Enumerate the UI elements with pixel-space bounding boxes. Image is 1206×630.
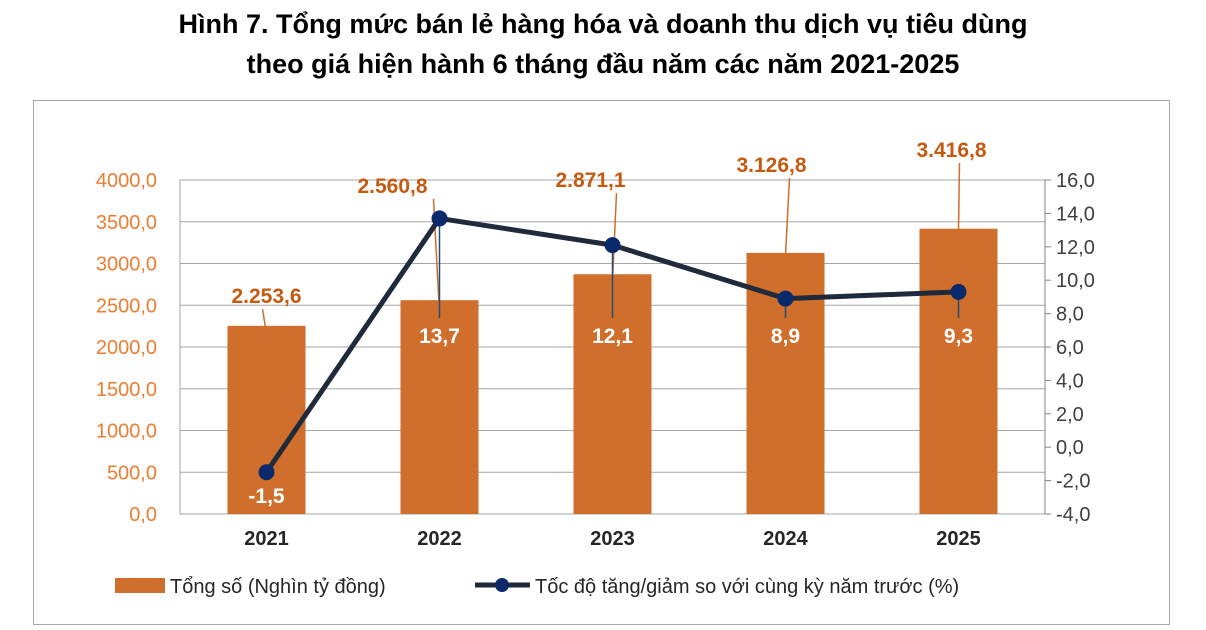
left-tick-label: 0,0 xyxy=(129,504,157,526)
left-tick-label: 1500,0 xyxy=(96,379,157,401)
right-tick-label: 12,0 xyxy=(1056,237,1095,259)
right-tick-label: 10,0 xyxy=(1056,270,1095,292)
chart-title: Hình 7. Tổng mức bán lẻ hàng hóa và doan… xyxy=(0,4,1206,84)
left-tick-label: 4000,0 xyxy=(96,170,157,192)
bar-label-leader xyxy=(957,162,961,231)
right-tick-label: 8,0 xyxy=(1056,304,1084,326)
right-tick-label: 6,0 xyxy=(1056,337,1084,359)
right-tick-label: -4,0 xyxy=(1056,504,1090,526)
left-tick-label: 1000,0 xyxy=(96,421,157,443)
chart-frame xyxy=(33,100,1170,625)
growth-marker-2022 xyxy=(431,210,448,227)
growth-marker-2024 xyxy=(777,290,794,307)
left-tick-label: 2000,0 xyxy=(96,337,157,359)
right-tick-label: 2,0 xyxy=(1056,404,1084,426)
legend-line-marker xyxy=(495,578,509,592)
line-value-label: 12,1 xyxy=(592,325,633,348)
left-tick-label: 2500,0 xyxy=(96,295,157,317)
line-value-label: 13,7 xyxy=(419,325,460,348)
right-tick-label: -2,0 xyxy=(1056,471,1090,493)
x-tick-label: 2022 xyxy=(417,528,462,550)
x-tick-label: 2025 xyxy=(936,528,981,550)
left-tick-label: 3000,0 xyxy=(96,254,157,276)
bar-value-label: 3.416,8 xyxy=(916,139,986,162)
bar-value-label: 3.126,8 xyxy=(736,154,806,177)
x-tick-label: 2024 xyxy=(763,528,808,550)
left-tick-label: 500,0 xyxy=(107,462,157,484)
bar-2021 xyxy=(227,325,306,514)
x-tick-label: 2023 xyxy=(590,528,635,550)
bar-value-label: 2.253,6 xyxy=(231,285,301,308)
bar-value-label: 2.871,1 xyxy=(555,169,625,192)
line-value-label: 9,3 xyxy=(944,325,973,348)
bar-2022 xyxy=(400,300,479,514)
bar-label-leader xyxy=(261,308,268,334)
right-tick-label: 4,0 xyxy=(1056,370,1084,392)
growth-marker-2025 xyxy=(950,283,967,300)
line-value-label: 8,9 xyxy=(771,325,800,348)
left-tick-label: 3500,0 xyxy=(96,212,157,234)
growth-marker-2023 xyxy=(604,237,621,254)
right-tick-label: 16,0 xyxy=(1056,170,1095,192)
legend-line-label: Tốc độ tăng/giảm so với cùng kỳ năm trướ… xyxy=(535,576,959,598)
right-tick-label: 14,0 xyxy=(1056,203,1095,225)
bar-label-leader xyxy=(784,177,791,255)
x-tick-label: 2021 xyxy=(244,528,289,550)
title-line-1: Hình 7. Tổng mức bán lẻ hàng hóa và doan… xyxy=(178,9,1028,39)
legend-bar-swatch xyxy=(115,578,165,593)
legend-bar-label: Tổng số (Nghìn tỷ đồng) xyxy=(170,576,386,598)
bar-value-label: 2.560,8 xyxy=(357,175,427,198)
growth-marker-2021 xyxy=(258,464,275,481)
title-line-2: theo giá hiện hành 6 tháng đầu năm các n… xyxy=(246,49,960,79)
bar-2025 xyxy=(919,228,998,514)
line-value-label: -1,5 xyxy=(248,485,285,508)
right-tick-label: 0,0 xyxy=(1056,437,1084,459)
